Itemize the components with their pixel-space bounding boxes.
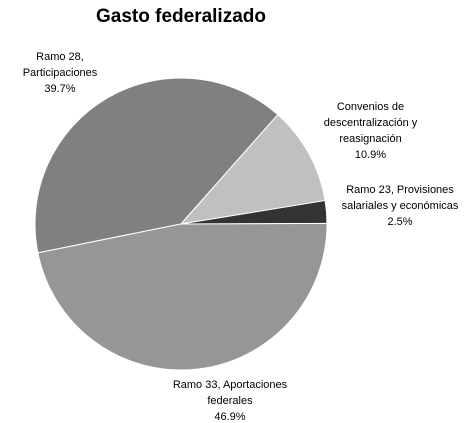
- chart-title: Gasto federalizado: [96, 6, 266, 27]
- value-label: 2.5%: [387, 216, 413, 228]
- pie-slice: [179, 113, 326, 225]
- value-label: 46.9%: [214, 411, 246, 423]
- slice-label: Ramo 28, Participaciones 39.7%: [15, 49, 105, 97]
- slice-label: Convenios de descentralización y reasign…: [308, 99, 433, 163]
- category-label: Convenios de descentralización y reasign…: [323, 101, 418, 145]
- category-label: Ramo 28, Participaciones: [22, 51, 98, 79]
- category-label: Ramo 33, Aportaciones federales: [172, 379, 288, 407]
- slice-label: Ramo 23, Provisiones salariales y económ…: [330, 182, 467, 230]
- pie-slice: [37, 222, 328, 371]
- value-label: 10.9%: [354, 149, 387, 161]
- slice-label: Ramo 33, Aportaciones federales 46.9%: [160, 377, 300, 423]
- value-label: 39.7%: [44, 83, 76, 95]
- pie-slice: [34, 77, 279, 254]
- category-label: Ramo 23, Provisiones salariales y económ…: [341, 184, 459, 212]
